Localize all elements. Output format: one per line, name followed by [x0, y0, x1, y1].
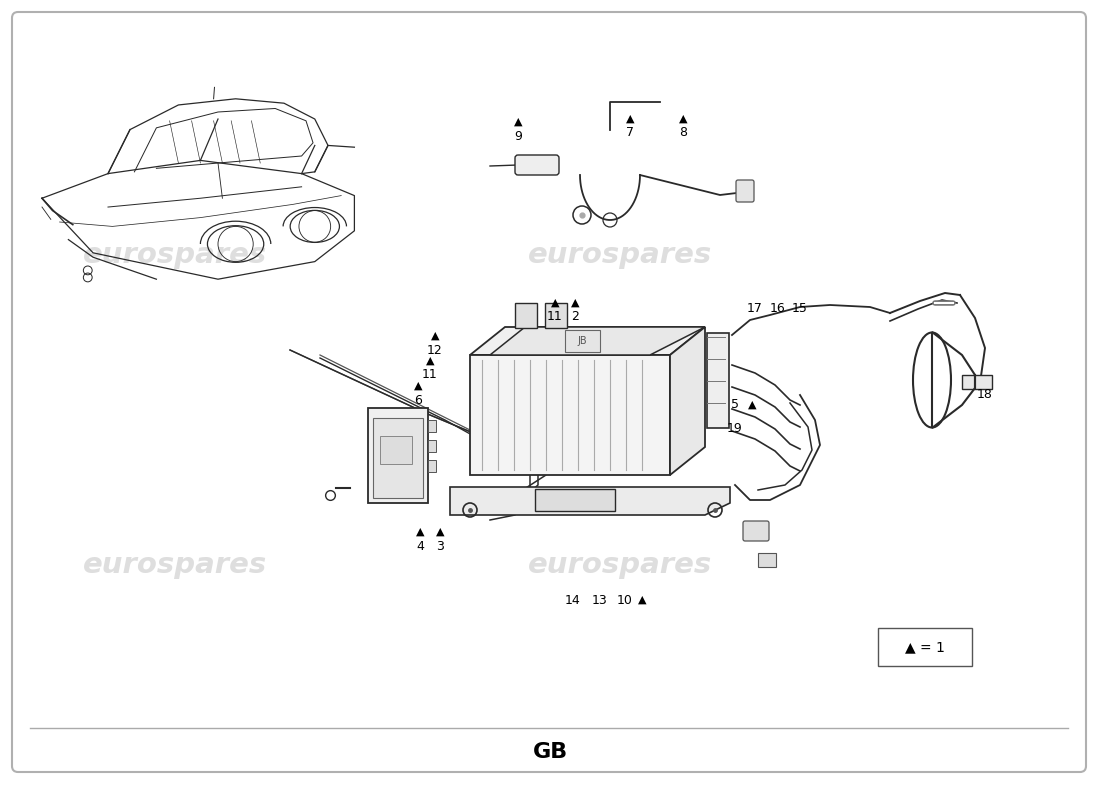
FancyBboxPatch shape [742, 521, 769, 541]
FancyBboxPatch shape [736, 180, 754, 202]
Text: 8: 8 [679, 126, 688, 139]
Text: ▲: ▲ [679, 114, 688, 124]
Text: 15: 15 [792, 302, 807, 314]
Text: 14: 14 [565, 594, 581, 606]
Text: ▲ = 1: ▲ = 1 [905, 640, 945, 654]
Text: JB: JB [578, 336, 586, 346]
Text: 19: 19 [727, 422, 742, 434]
Text: ▲: ▲ [748, 400, 757, 410]
FancyBboxPatch shape [707, 333, 729, 428]
FancyBboxPatch shape [565, 330, 600, 352]
FancyBboxPatch shape [962, 375, 992, 389]
Text: 3: 3 [436, 539, 444, 553]
FancyBboxPatch shape [515, 155, 559, 175]
Text: 5: 5 [732, 398, 739, 411]
FancyBboxPatch shape [368, 408, 428, 503]
Polygon shape [670, 327, 705, 475]
Text: ▲: ▲ [416, 527, 425, 537]
Text: eurospares: eurospares [82, 241, 267, 269]
FancyBboxPatch shape [535, 489, 615, 511]
Text: 7: 7 [626, 126, 634, 139]
FancyBboxPatch shape [373, 418, 424, 498]
Text: 10: 10 [617, 594, 632, 606]
FancyBboxPatch shape [544, 303, 566, 328]
Text: ▲: ▲ [626, 114, 635, 124]
Text: 17: 17 [747, 302, 763, 314]
Text: ▲: ▲ [638, 595, 647, 605]
FancyBboxPatch shape [379, 436, 412, 464]
FancyBboxPatch shape [878, 628, 972, 666]
FancyBboxPatch shape [758, 553, 776, 567]
FancyBboxPatch shape [12, 12, 1086, 772]
FancyBboxPatch shape [428, 440, 436, 452]
FancyBboxPatch shape [470, 355, 670, 475]
FancyBboxPatch shape [515, 303, 537, 328]
Text: 18: 18 [977, 389, 993, 402]
Text: ▲: ▲ [431, 331, 439, 341]
FancyBboxPatch shape [428, 420, 436, 432]
Text: eurospares: eurospares [82, 551, 267, 579]
Text: 13: 13 [592, 594, 608, 606]
Text: GB: GB [532, 742, 568, 762]
Text: 11: 11 [422, 369, 438, 382]
Polygon shape [490, 327, 705, 355]
Text: eurospares: eurospares [528, 551, 712, 579]
Text: 2: 2 [571, 310, 579, 323]
Polygon shape [450, 487, 730, 515]
Text: ▲: ▲ [571, 298, 580, 308]
Polygon shape [470, 327, 705, 355]
Text: 6: 6 [414, 394, 422, 406]
Text: ▲: ▲ [436, 527, 444, 537]
Text: ▲: ▲ [551, 298, 559, 308]
Text: 9: 9 [514, 130, 521, 142]
Text: 16: 16 [770, 302, 785, 314]
Text: 4: 4 [416, 539, 424, 553]
Text: ▲: ▲ [414, 381, 422, 391]
FancyBboxPatch shape [428, 460, 436, 472]
Text: eurospares: eurospares [528, 241, 712, 269]
Text: 12: 12 [427, 343, 443, 357]
Text: 11: 11 [547, 310, 563, 323]
Text: ▲: ▲ [514, 117, 522, 127]
Text: ▲: ▲ [426, 356, 434, 366]
